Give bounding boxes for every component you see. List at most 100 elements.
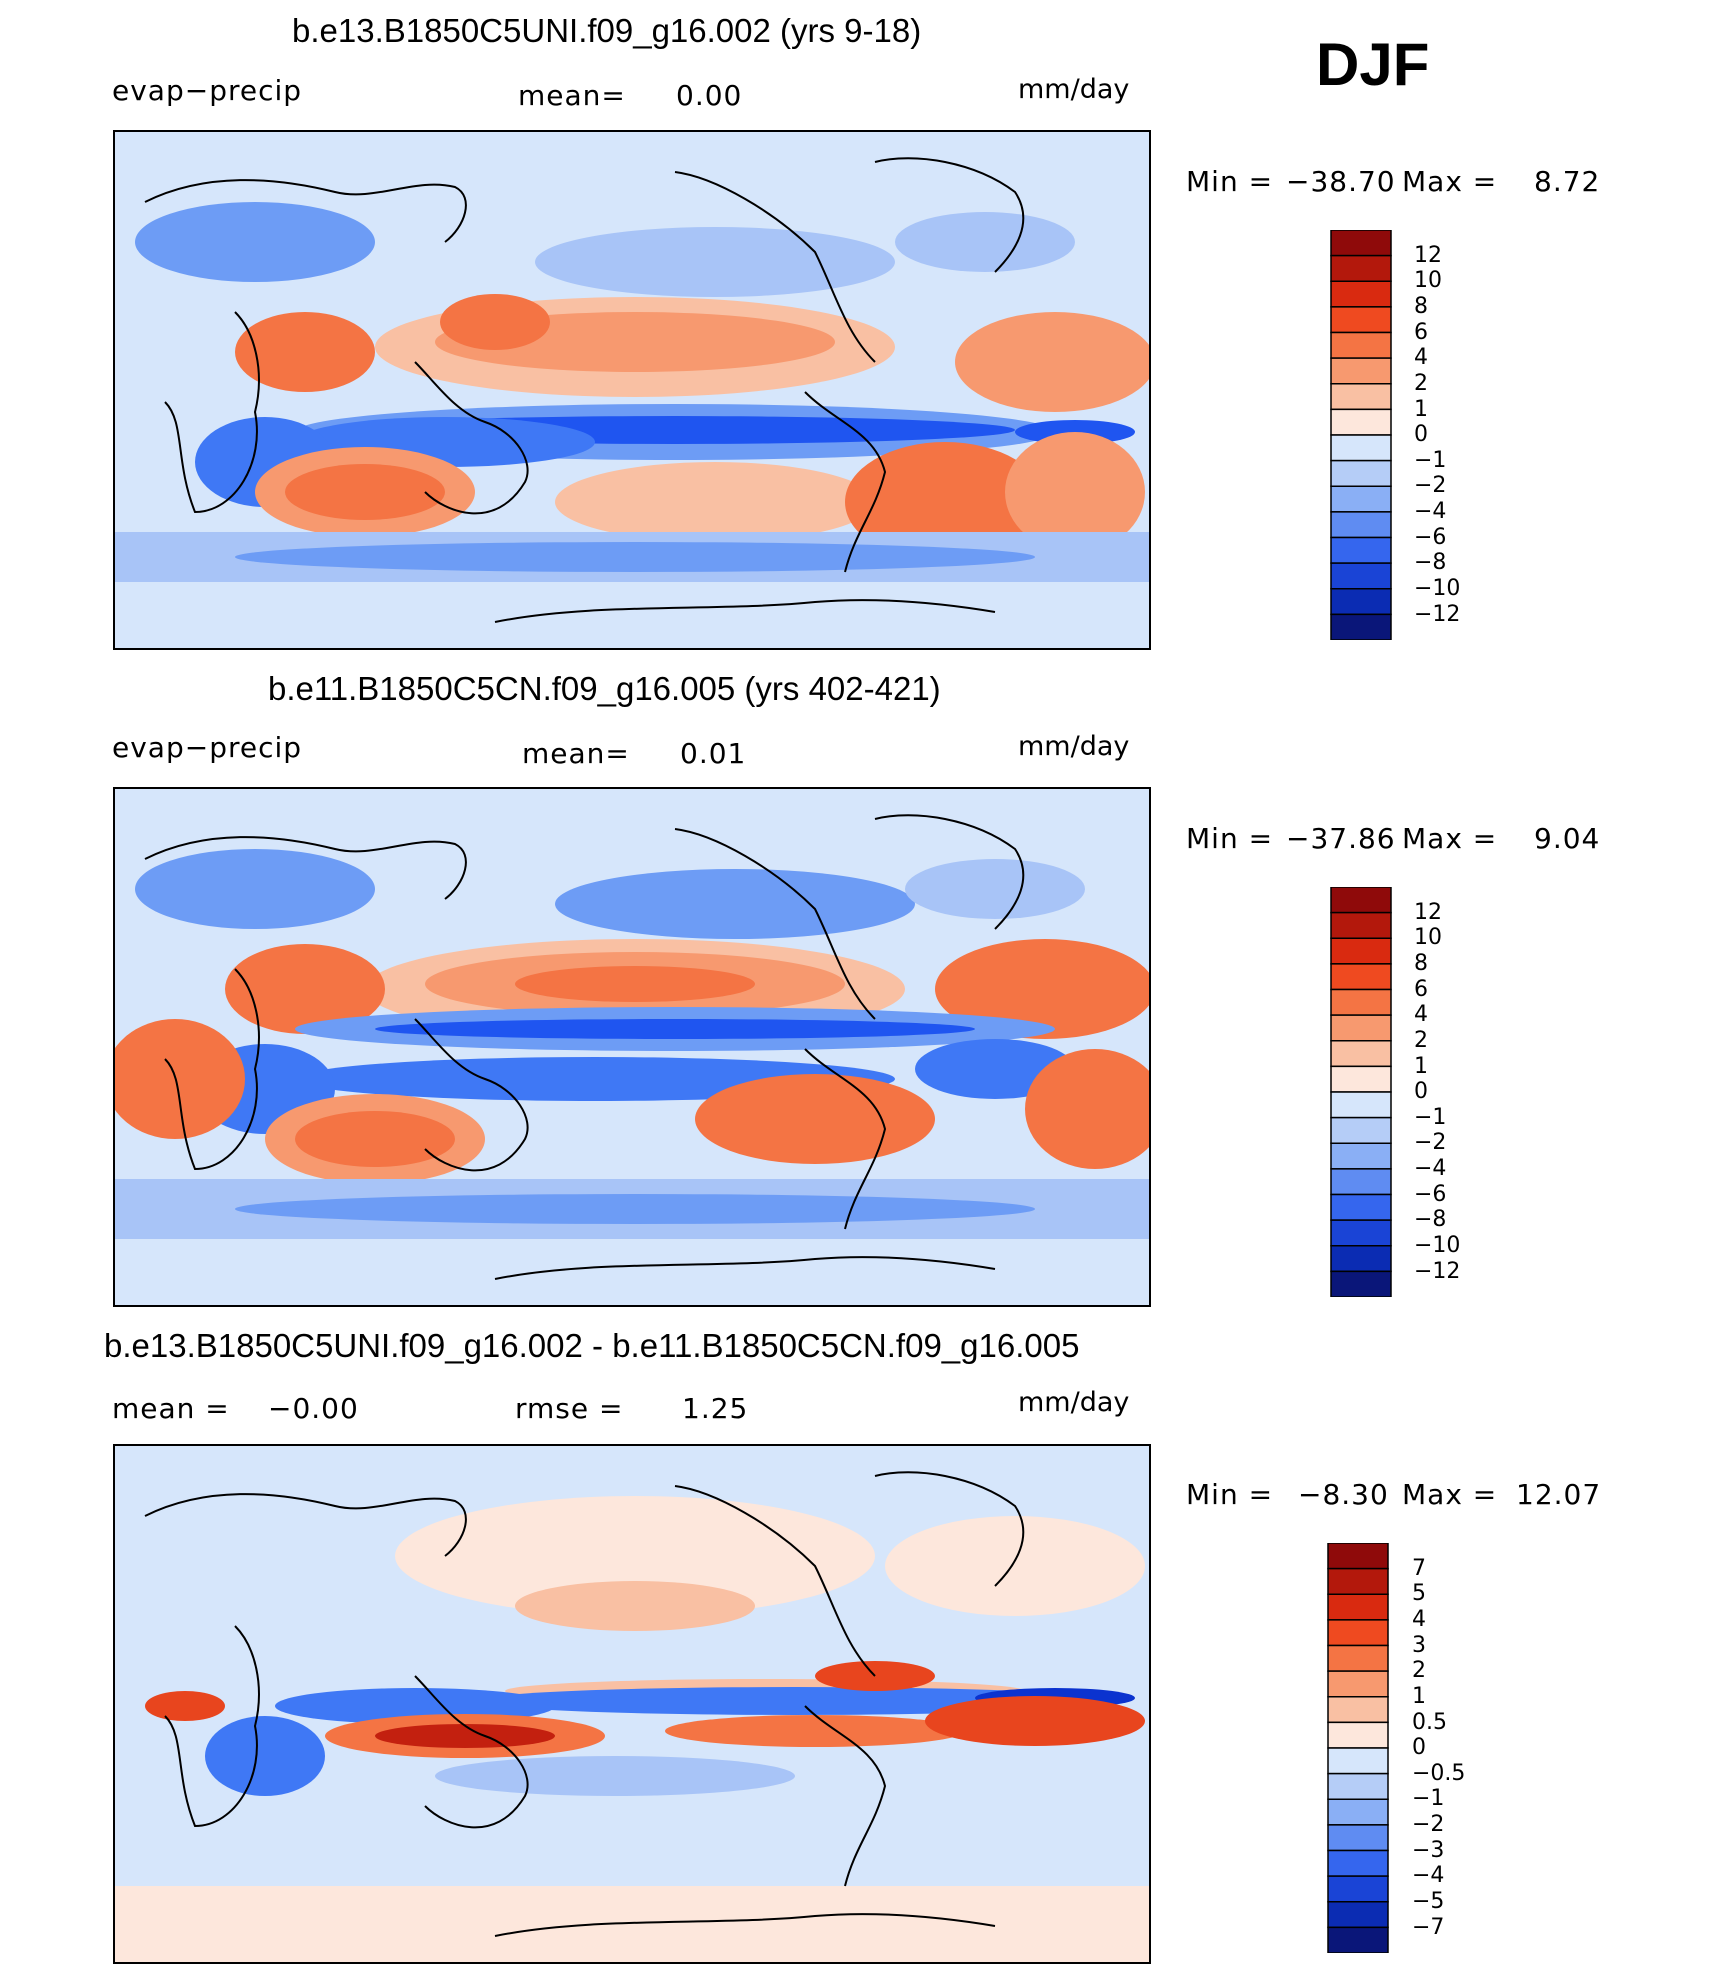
panel-1-map bbox=[113, 130, 1151, 650]
colorbar-cell bbox=[1330, 1168, 1392, 1196]
colorbar-tick-label: 8 bbox=[1414, 294, 1428, 320]
coastline-path bbox=[874, 1471, 1025, 1587]
colorbar-cell bbox=[1330, 459, 1392, 487]
panel-2-colorbar bbox=[1330, 886, 1392, 1298]
panel-3-colorbar bbox=[1327, 1542, 1389, 1954]
colorbar-cell bbox=[1327, 1772, 1389, 1800]
colorbar-cell bbox=[1330, 536, 1392, 564]
panel-3-max-label: Max = bbox=[1402, 1478, 1498, 1511]
coastline-path bbox=[674, 828, 876, 1020]
panel-1-colorbar-ticks: 12 10 8 6 4 2 1 0 −1 −2 −4 −6 −8 −10 −12 bbox=[1414, 243, 1460, 627]
colorbar-tick-label: −10 bbox=[1414, 575, 1461, 601]
coastline-path bbox=[144, 836, 467, 900]
colorbar-cell bbox=[1330, 937, 1392, 965]
colorbar-tick-label: −2 bbox=[1414, 473, 1447, 499]
colorbar-cell bbox=[1330, 588, 1392, 616]
colorbar-cell bbox=[1330, 1091, 1392, 1119]
colorbar-tick-label: 0.5 bbox=[1412, 1709, 1447, 1735]
panel-2-map bbox=[113, 787, 1151, 1307]
field-blob bbox=[235, 1194, 1035, 1224]
panel-1-mean-label: mean= bbox=[518, 79, 626, 112]
colorbar-cell bbox=[1330, 331, 1392, 359]
colorbar-tick-label: 8 bbox=[1414, 951, 1428, 977]
colorbar-cell bbox=[1330, 229, 1392, 257]
field-blob bbox=[145, 1691, 225, 1721]
coastline-path bbox=[804, 1705, 887, 1887]
season-label: DJF bbox=[1316, 31, 1430, 98]
field-blob bbox=[235, 542, 1035, 572]
colorbar-tick-label: −8 bbox=[1414, 550, 1447, 576]
field-blob bbox=[515, 1581, 755, 1631]
colorbar-tick-label: −10 bbox=[1414, 1232, 1461, 1258]
panel-3-max-value: 12.07 bbox=[1516, 1478, 1602, 1511]
colorbar-cell bbox=[1327, 1593, 1389, 1621]
coastline-path bbox=[874, 157, 1025, 273]
colorbar-cell bbox=[1330, 1245, 1392, 1273]
colorbar-tick-label: −6 bbox=[1414, 524, 1447, 550]
panel-2-min-value: −37.86 bbox=[1286, 822, 1396, 855]
colorbar-svg bbox=[1330, 886, 1392, 1298]
field-blob bbox=[395, 1496, 875, 1616]
field-blob bbox=[885, 1516, 1145, 1616]
field-blob bbox=[905, 859, 1085, 919]
colorbar-tick-label: 0 bbox=[1414, 422, 1428, 448]
colorbar-cell bbox=[1330, 911, 1392, 939]
colorbar-cell bbox=[1330, 511, 1392, 539]
panel-3-title: b.e13.B1850C5UNI.f09_g16.002 - b.e11.B18… bbox=[104, 1327, 1080, 1364]
coastline-path bbox=[674, 1485, 876, 1677]
colorbar-tick-label: 12 bbox=[1414, 899, 1442, 925]
colorbar-cell bbox=[1327, 1721, 1389, 1749]
colorbar-tick-label: 4 bbox=[1414, 1002, 1428, 1028]
colorbar-cell bbox=[1327, 1567, 1389, 1595]
colorbar-svg bbox=[1330, 229, 1392, 641]
colorbar-tick-label: −12 bbox=[1414, 601, 1461, 627]
field-blob bbox=[205, 1716, 325, 1796]
colorbar-tick-label: 10 bbox=[1414, 925, 1442, 951]
panel-1-max-label: Max = bbox=[1402, 165, 1498, 198]
colorbar-tick-label: 0 bbox=[1414, 1079, 1428, 1105]
field-blob bbox=[555, 869, 915, 939]
colorbar-tick-label: −5 bbox=[1412, 1888, 1445, 1914]
colorbar-cell bbox=[1330, 988, 1392, 1016]
colorbar-tick-label: −4 bbox=[1414, 1156, 1447, 1182]
field-blob bbox=[375, 1019, 975, 1039]
panel-2-min-label: Min = bbox=[1186, 822, 1274, 855]
coastline-path bbox=[144, 179, 467, 243]
colorbar-tick-label: 1 bbox=[1414, 1053, 1428, 1079]
colorbar-tick-label: −1 bbox=[1412, 1786, 1445, 1812]
colorbar-tick-label: 1 bbox=[1414, 396, 1428, 422]
panel-3-colorbar-ticks: 7 5 4 3 2 1 0.5 0 −0.5 −1 −2 −3 −4 −5 −7 bbox=[1412, 1556, 1465, 1940]
colorbar-cell bbox=[1330, 408, 1392, 436]
field-blob bbox=[535, 227, 895, 297]
field-blob bbox=[925, 1696, 1145, 1746]
panel-2-max-value: 9.04 bbox=[1534, 822, 1601, 855]
coastline-path bbox=[144, 1493, 467, 1557]
coastlines bbox=[144, 1471, 1025, 1937]
colorbar-tick-label: 2 bbox=[1414, 370, 1428, 396]
colorbar-cell bbox=[1330, 357, 1392, 385]
colorbar-cell bbox=[1327, 1542, 1389, 1570]
colorbar-tick-label: 1 bbox=[1412, 1683, 1426, 1709]
colorbar-cell bbox=[1327, 1901, 1389, 1929]
colorbar-tick-label: 0 bbox=[1412, 1735, 1426, 1761]
panel-1-colorbar bbox=[1330, 229, 1392, 641]
panel-2-colorbar-ticks: 12 10 8 6 4 2 1 0 −1 −2 −4 −6 −8 −10 −12 bbox=[1414, 900, 1460, 1284]
panel-1-min-label: Min = bbox=[1186, 165, 1274, 198]
coastline-path bbox=[414, 361, 529, 515]
colorbar-cell bbox=[1327, 1926, 1389, 1954]
colorbar-tick-label: −7 bbox=[1412, 1914, 1445, 1940]
colorbar-tick-label: −3 bbox=[1412, 1837, 1445, 1863]
colorbar-cell bbox=[1327, 1670, 1389, 1698]
colorbar-tick-label: 2 bbox=[1414, 1027, 1428, 1053]
colorbar-svg bbox=[1327, 1542, 1389, 1954]
field-blob bbox=[695, 1074, 935, 1164]
colorbar-cell bbox=[1330, 280, 1392, 308]
field-blob bbox=[955, 312, 1149, 412]
colorbar-cell bbox=[1330, 613, 1392, 641]
colorbar-cell bbox=[1327, 1824, 1389, 1852]
panel-3-min-value: −8.30 bbox=[1298, 1478, 1389, 1511]
field-blob bbox=[375, 1724, 555, 1748]
field-blob bbox=[115, 1019, 245, 1139]
coastlines bbox=[144, 157, 1025, 623]
colorbar-cell bbox=[1330, 306, 1392, 334]
